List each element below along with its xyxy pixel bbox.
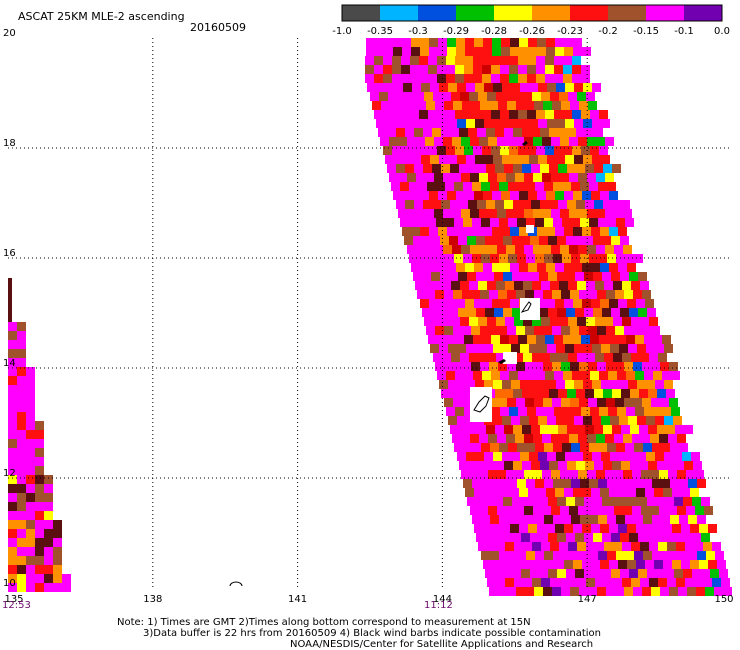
map-title: ASCAT 25KM MLE-2 ascending [18, 10, 185, 23]
colorbar-segment [608, 5, 646, 21]
colorbar-segment [418, 5, 456, 21]
latitude-tick-label: 20 [3, 28, 16, 39]
latitude-tick-label: 12 [3, 468, 16, 479]
island-gap [503, 352, 517, 364]
latitude-tick-label: 16 [3, 248, 16, 259]
latitude-tick-label: 10 [3, 578, 16, 589]
colorbar-label: 0.0 [714, 26, 730, 37]
island-outline [522, 141, 528, 146]
island-gap [520, 298, 540, 320]
note-line-3: NOAA/NESDIS/Center for Satellite Applica… [290, 639, 594, 650]
latitude-tick-label: 18 [3, 138, 16, 149]
note-line-1: Note: 1) Times are GMT 2)Times along bot… [117, 617, 531, 628]
colorbar-frame [341, 4, 723, 22]
island-gap [526, 225, 534, 233]
coast-outline [229, 581, 243, 587]
island-outline [498, 359, 506, 364]
longitude-tick-label: 141 [288, 594, 308, 605]
island-outline [520, 301, 532, 313]
time-label: 11:12 [424, 600, 453, 611]
longitude-tick-label: 138 [143, 594, 163, 605]
longitude-tick-label: 150 [714, 594, 734, 605]
colorbar-label: -0.2 [598, 26, 618, 37]
longitude-tick-label: 144 [432, 594, 452, 605]
gridlines [8, 38, 732, 588]
colorbar-segment [570, 5, 608, 21]
colorbar [341, 4, 723, 22]
latitude-tick-label: 14 [3, 358, 16, 369]
colorbar-segment [456, 5, 494, 21]
colorbar-label: -0.23 [557, 26, 583, 37]
colorbar-label: -0.26 [519, 26, 545, 37]
colorbar-label: -0.29 [443, 26, 469, 37]
longitude-tick-label: 135 [4, 594, 24, 605]
map-date: 20160509 [190, 21, 246, 34]
colorbar-label: -0.28 [481, 26, 507, 37]
colorbar-segment [494, 5, 532, 21]
swath-cells [8, 38, 732, 596]
guam-island [470, 387, 492, 422]
colorbar-label: -0.15 [633, 26, 659, 37]
colorbar-segment [380, 5, 418, 21]
note-line-2: 3)Data buffer is 22 hrs from 20160509 4)… [143, 628, 601, 639]
colorbar-label: -1.0 [332, 26, 352, 37]
guam-outline [473, 395, 490, 413]
colorbar-label: -0.1 [674, 26, 694, 37]
colorbar-segment [646, 5, 684, 21]
colorbar-label: -0.35 [367, 26, 393, 37]
colorbar-label: -0.3 [408, 26, 428, 37]
colorbar-segment [684, 5, 722, 21]
colorbar-segment [532, 5, 570, 21]
colorbar-segment [342, 5, 380, 21]
longitude-tick-label: 147 [577, 594, 597, 605]
time-label: 12:53 [2, 600, 31, 611]
